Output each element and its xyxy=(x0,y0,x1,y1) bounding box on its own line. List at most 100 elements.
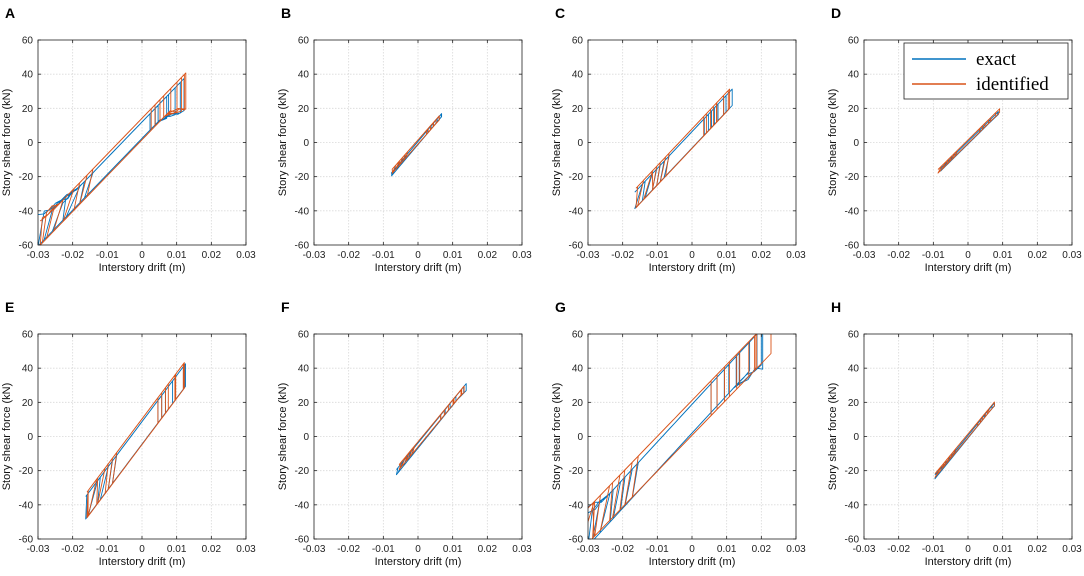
x-tick-label: 0.03 xyxy=(236,544,256,555)
x-tick-label: -0.01 xyxy=(646,250,669,261)
y-tick-label: 20 xyxy=(22,104,34,115)
x-axis-label: Interstory drift (m) xyxy=(99,556,186,568)
x-tick-label: -0.02 xyxy=(61,544,84,555)
x-tick-label: 0.02 xyxy=(478,250,498,261)
panel-letter: B xyxy=(281,5,291,21)
panel-letter: E xyxy=(5,299,14,315)
y-tick-label: 0 xyxy=(853,138,859,149)
series-identified-line xyxy=(588,334,772,539)
x-tick-label: -0.02 xyxy=(887,544,910,555)
y-tick-label: -40 xyxy=(569,206,584,217)
x-tick-label: 0.03 xyxy=(786,544,806,555)
x-tick-label: 0.03 xyxy=(1062,250,1082,261)
x-axis-label: Interstory drift (m) xyxy=(99,262,186,274)
y-tick-label: 20 xyxy=(298,398,310,409)
x-tick-label: 0 xyxy=(965,544,971,555)
panel-letter: D xyxy=(831,5,841,21)
panel-letter: C xyxy=(555,5,565,21)
x-axis-label: Interstory drift (m) xyxy=(649,262,736,274)
chart-panel-b: B -0.03 -0.02 -0.01 0 0.01 0.02 0.03 -60 -40 -20 0 2… xyxy=(277,5,532,274)
y-tick-label: 40 xyxy=(298,70,310,81)
y-tick-label: -40 xyxy=(19,500,34,511)
chart-panel-g: G -0.03 -0.02 -0.01 0 0.01 0.02 0.03 -60 -40 -20 0 2… xyxy=(551,299,806,568)
x-axis-label: Interstory drift (m) xyxy=(925,262,1012,274)
x-tick-label: 0 xyxy=(139,544,145,555)
series-identified-line xyxy=(937,108,1001,174)
series-identified-line xyxy=(398,385,465,470)
x-tick-label: 0 xyxy=(689,250,695,261)
x-tick-label: -0.01 xyxy=(646,544,669,555)
x-tick-label: -0.02 xyxy=(887,250,910,261)
x-tick-label: 0 xyxy=(415,544,421,555)
y-tick-label: 20 xyxy=(848,398,860,409)
x-tick-label: -0.03 xyxy=(577,544,600,555)
y-tick-label: 20 xyxy=(22,398,34,409)
x-tick-label: -0.01 xyxy=(96,250,119,261)
y-tick-label: 60 xyxy=(572,36,584,47)
x-tick-label: -0.02 xyxy=(611,250,634,261)
legend-box xyxy=(903,42,1069,100)
x-tick-label: -0.03 xyxy=(303,544,326,555)
y-tick-label: -20 xyxy=(19,466,34,477)
series-exact-line xyxy=(38,78,185,245)
x-tick-label: -0.01 xyxy=(372,544,395,555)
y-tick-label: 60 xyxy=(298,330,310,341)
y-axis-label: Story shear force (kN) xyxy=(1,383,13,491)
x-tick-label: -0.03 xyxy=(27,250,50,261)
x-tick-label: 0.03 xyxy=(1062,544,1082,555)
series-identified-line xyxy=(635,88,731,209)
x-tick-label: 0.01 xyxy=(167,544,187,555)
series-identified-line xyxy=(391,115,440,174)
series-identified-line xyxy=(39,72,187,245)
x-tick-label: 0.01 xyxy=(993,250,1013,261)
x-tick-label: -0.01 xyxy=(922,250,945,261)
x-tick-label: 0.03 xyxy=(512,544,532,555)
y-tick-label: 40 xyxy=(22,70,34,81)
y-tick-label: -60 xyxy=(845,241,860,252)
y-tick-label: -40 xyxy=(845,500,860,511)
panel-letter: A xyxy=(5,5,15,21)
x-tick-label: -0.03 xyxy=(27,544,50,555)
x-tick-label: 0.02 xyxy=(1028,250,1048,261)
x-tick-label: -0.03 xyxy=(303,250,326,261)
y-tick-label: 20 xyxy=(298,104,310,115)
y-tick-label: 60 xyxy=(572,330,584,341)
y-axis-label: Story shear force (kN) xyxy=(551,89,563,197)
x-tick-label: 0.01 xyxy=(167,250,187,261)
x-tick-label: -0.01 xyxy=(372,250,395,261)
x-tick-label: -0.03 xyxy=(853,544,876,555)
x-tick-label: 0.02 xyxy=(752,544,772,555)
y-tick-label: -60 xyxy=(845,535,860,546)
y-tick-label: 60 xyxy=(22,330,34,341)
y-tick-label: 40 xyxy=(22,364,34,375)
x-tick-label: 0 xyxy=(415,250,421,261)
y-tick-label: 20 xyxy=(572,398,584,409)
y-tick-label: 0 xyxy=(577,138,583,149)
x-tick-label: 0.02 xyxy=(478,544,498,555)
chart-panel-h: H -0.03 -0.02 -0.01 0 0.01 0.02 0.03 -60 -40 -20 0 2… xyxy=(827,299,1082,568)
series-identified-line xyxy=(86,362,185,519)
x-tick-label: 0.01 xyxy=(443,250,463,261)
x-tick-label: -0.01 xyxy=(922,544,945,555)
x-tick-label: 0.02 xyxy=(752,250,772,261)
y-tick-label: 0 xyxy=(27,432,33,443)
x-axis-label: Interstory drift (m) xyxy=(925,556,1012,568)
y-tick-label: -40 xyxy=(569,500,584,511)
chart-panel-e: E -0.03 -0.02 -0.01 0 0.01 0.02 0.03 -60 -40 -20 0 2… xyxy=(1,299,256,568)
series-identified-line xyxy=(934,401,995,478)
y-tick-label: 40 xyxy=(572,364,584,375)
x-axis-label: Interstory drift (m) xyxy=(375,556,462,568)
y-tick-label: -60 xyxy=(295,535,310,546)
x-tick-label: 0 xyxy=(965,250,971,261)
y-tick-label: 20 xyxy=(848,104,860,115)
x-tick-label: -0.01 xyxy=(96,544,119,555)
x-tick-label: 0.01 xyxy=(993,544,1013,555)
legend-label-exact: exact xyxy=(976,49,1017,70)
y-tick-label: -20 xyxy=(569,466,584,477)
y-tick-label: 40 xyxy=(848,364,860,375)
x-tick-label: 0.03 xyxy=(236,250,256,261)
y-tick-label: 60 xyxy=(848,330,860,341)
x-tick-label: 0.01 xyxy=(717,250,737,261)
x-tick-label: -0.02 xyxy=(337,544,360,555)
